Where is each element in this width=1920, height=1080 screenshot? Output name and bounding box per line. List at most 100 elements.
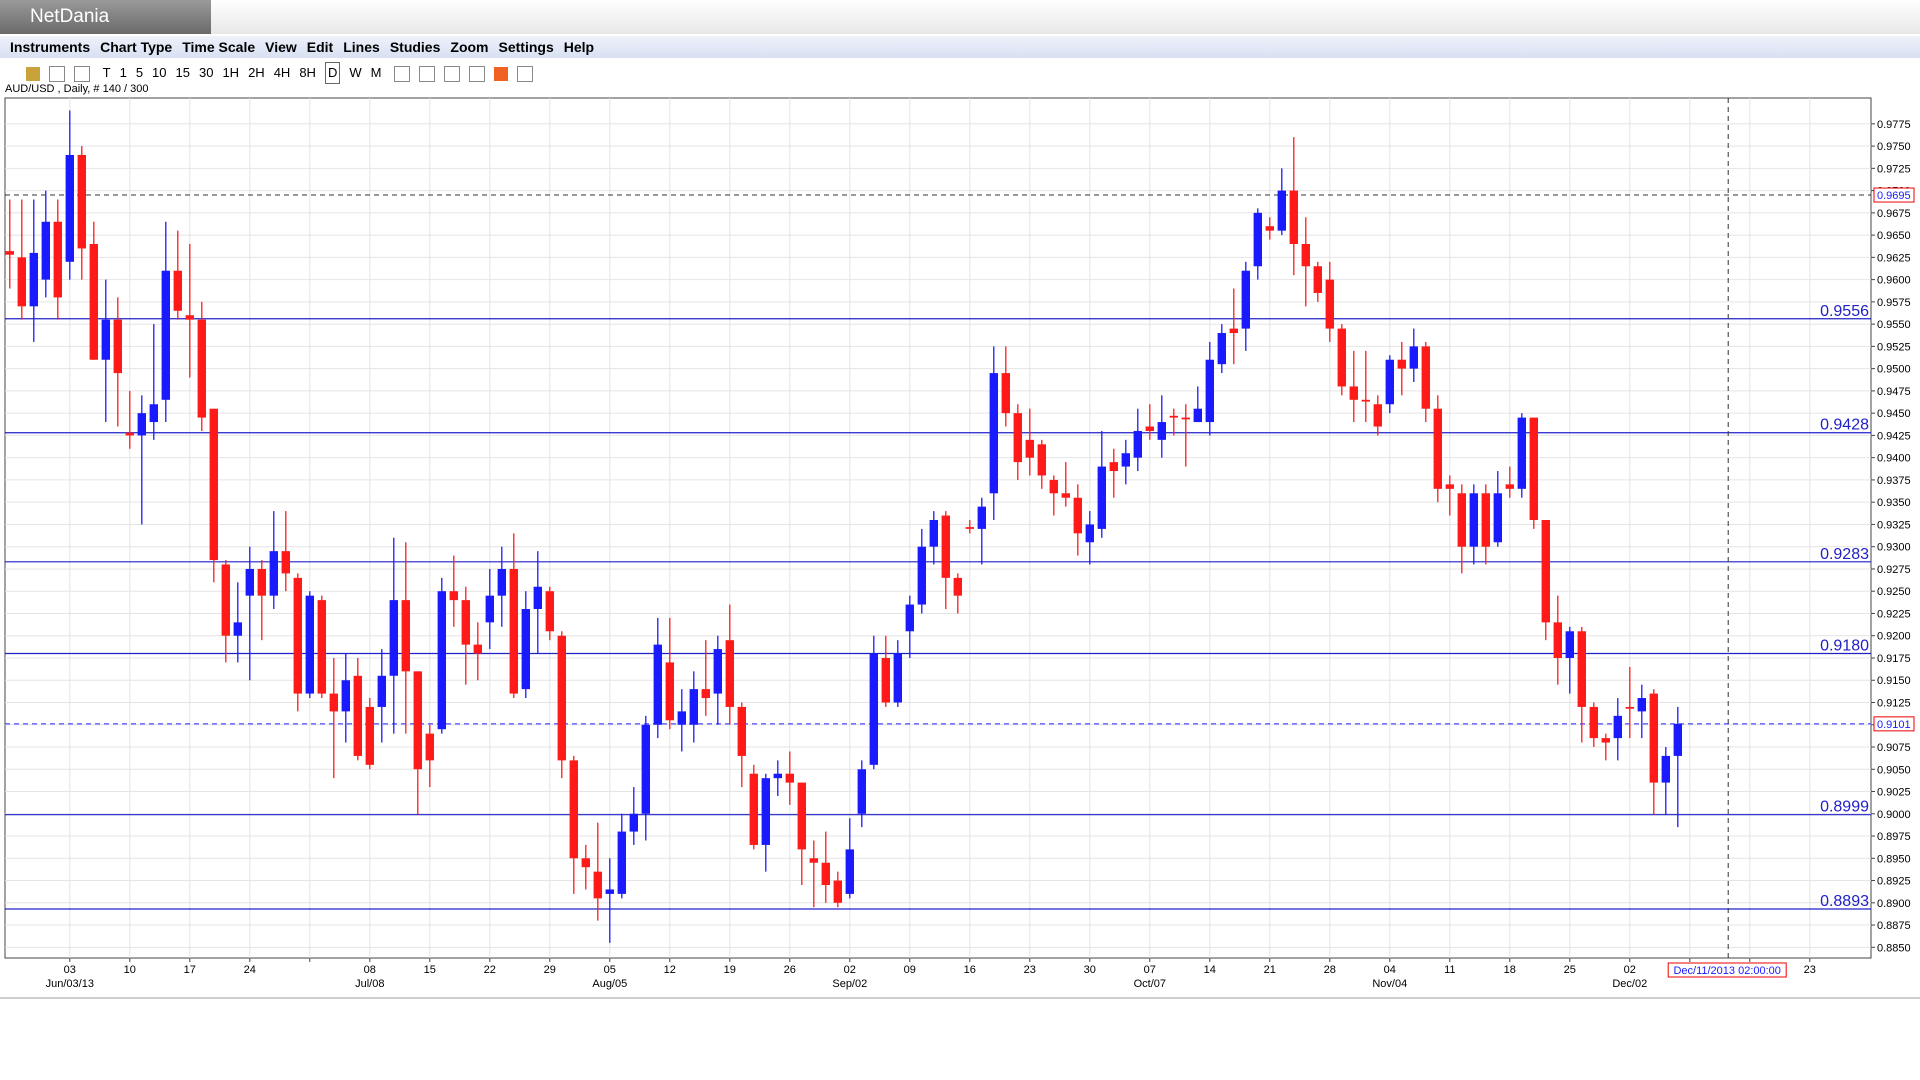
interval-button[interactable]: 15 xyxy=(175,65,190,80)
candle-body xyxy=(1145,426,1154,431)
interval-button[interactable]: W xyxy=(349,65,362,80)
menu-item[interactable]: Time Scale xyxy=(182,39,256,55)
menu-item[interactable]: Studies xyxy=(389,39,441,55)
tool-icon[interactable] xyxy=(26,66,40,81)
candle-body xyxy=(1049,479,1058,494)
candle-body xyxy=(329,693,338,712)
level-label: 0.8999 xyxy=(1820,799,1869,816)
y-tick-label: 0.9650 xyxy=(1877,230,1911,242)
price-tag xyxy=(1873,187,1915,203)
candle-body xyxy=(1637,698,1646,712)
candle-body xyxy=(1277,190,1286,231)
month-label: Jun/03/13 xyxy=(46,978,94,990)
interval-button[interactable]: M xyxy=(370,65,382,80)
candle-body xyxy=(1013,413,1022,463)
menu-item[interactable]: Help xyxy=(563,39,595,55)
tool-icon[interactable] xyxy=(517,65,534,82)
interval-button[interactable]: 1H xyxy=(222,65,240,80)
x-tick-label: 25 xyxy=(1564,964,1576,976)
interval-button[interactable]: D xyxy=(324,62,341,84)
candle-body xyxy=(1157,422,1166,440)
candle-body xyxy=(461,600,470,645)
candle-body xyxy=(1577,631,1586,707)
tool-icon[interactable] xyxy=(394,65,411,82)
candle-body xyxy=(665,662,674,721)
tool-icon[interactable] xyxy=(444,65,461,82)
menu-item[interactable]: View xyxy=(265,39,297,55)
candle-body xyxy=(1037,444,1046,476)
candle-body xyxy=(785,773,794,783)
candle-body xyxy=(581,858,590,868)
candle-body xyxy=(821,862,830,885)
interval-button[interactable]: 4H xyxy=(273,65,291,80)
menu-item[interactable]: Chart Type xyxy=(100,39,173,55)
candle-body xyxy=(485,595,494,623)
x-tick-label: 23 xyxy=(1804,964,1816,976)
menu-item[interactable]: Lines xyxy=(343,39,380,55)
candle-body xyxy=(653,644,662,725)
interval-button[interactable]: 30 xyxy=(198,65,214,80)
candle-body xyxy=(281,551,290,574)
interval-button[interactable]: 10 xyxy=(152,65,167,80)
candle-body xyxy=(929,519,938,547)
tool-icon[interactable] xyxy=(494,66,509,81)
candle-body xyxy=(1133,430,1142,458)
interval-button[interactable]: T xyxy=(102,65,111,80)
menu-item[interactable]: Zoom xyxy=(450,39,489,55)
x-tick-label: 02 xyxy=(844,964,856,976)
candle-body xyxy=(713,649,722,694)
candle-body xyxy=(293,577,302,694)
y-tick-label: 0.9325 xyxy=(1877,519,1911,531)
candle-body xyxy=(1349,386,1358,400)
candle-body xyxy=(749,773,758,845)
tool-icon[interactable] xyxy=(49,65,65,82)
x-tick-label: 02 xyxy=(1624,964,1636,976)
x-tick-label: 10 xyxy=(124,964,136,976)
candle-body xyxy=(389,600,398,676)
candle-body xyxy=(1241,270,1250,329)
interval-button[interactable]: 2H xyxy=(248,65,265,80)
candle-body xyxy=(629,813,638,832)
level-label: 0.9556 xyxy=(1820,303,1869,320)
y-tick-label: 0.9450 xyxy=(1877,408,1911,420)
x-tick-label: 18 xyxy=(1504,964,1516,976)
tool-icon[interactable] xyxy=(419,65,436,82)
menu-item[interactable]: Settings xyxy=(498,39,554,55)
interval-button[interactable]: 1 xyxy=(119,65,127,80)
interval-button[interactable]: 8H xyxy=(299,65,316,80)
x-tick-label: 16 xyxy=(964,964,976,976)
candle-body xyxy=(1361,399,1370,402)
y-tick-label: 0.9050 xyxy=(1877,764,1911,776)
candle-body xyxy=(1001,373,1010,414)
candle-body xyxy=(1673,723,1682,756)
candle-body xyxy=(869,653,878,765)
tool-icon[interactable] xyxy=(74,65,90,82)
candle-body xyxy=(893,653,902,703)
candle-body xyxy=(1193,408,1202,423)
candle-body xyxy=(1313,266,1322,293)
candle-body xyxy=(1265,226,1274,231)
menu-item[interactable]: Instruments xyxy=(10,39,91,55)
y-tick-label: 0.9200 xyxy=(1877,631,1911,643)
y-tick-label: 0.9150 xyxy=(1877,675,1911,687)
x-tick-label: 12 xyxy=(664,964,676,976)
candle-body xyxy=(1121,453,1130,467)
candle-body xyxy=(857,769,866,814)
y-tick-label: 0.9675 xyxy=(1877,208,1911,220)
candle-body xyxy=(1097,466,1106,529)
price-tag xyxy=(1873,716,1915,732)
x-tick-label: 17 xyxy=(184,964,196,976)
candle-body xyxy=(233,622,242,636)
candle-body xyxy=(1217,333,1226,365)
interval-button[interactable]: 5 xyxy=(135,65,144,80)
candle-body xyxy=(905,604,914,632)
candle-body xyxy=(29,252,38,307)
level-label: 0.9283 xyxy=(1820,546,1869,563)
menu-item[interactable]: Edit xyxy=(306,39,334,55)
x-tick-label: 05 xyxy=(604,964,616,976)
candle-body xyxy=(137,413,146,436)
candle-body xyxy=(17,257,26,307)
y-tick-label: 0.9750 xyxy=(1877,141,1911,153)
candle-body xyxy=(77,154,86,249)
tool-icon[interactable] xyxy=(469,65,486,82)
